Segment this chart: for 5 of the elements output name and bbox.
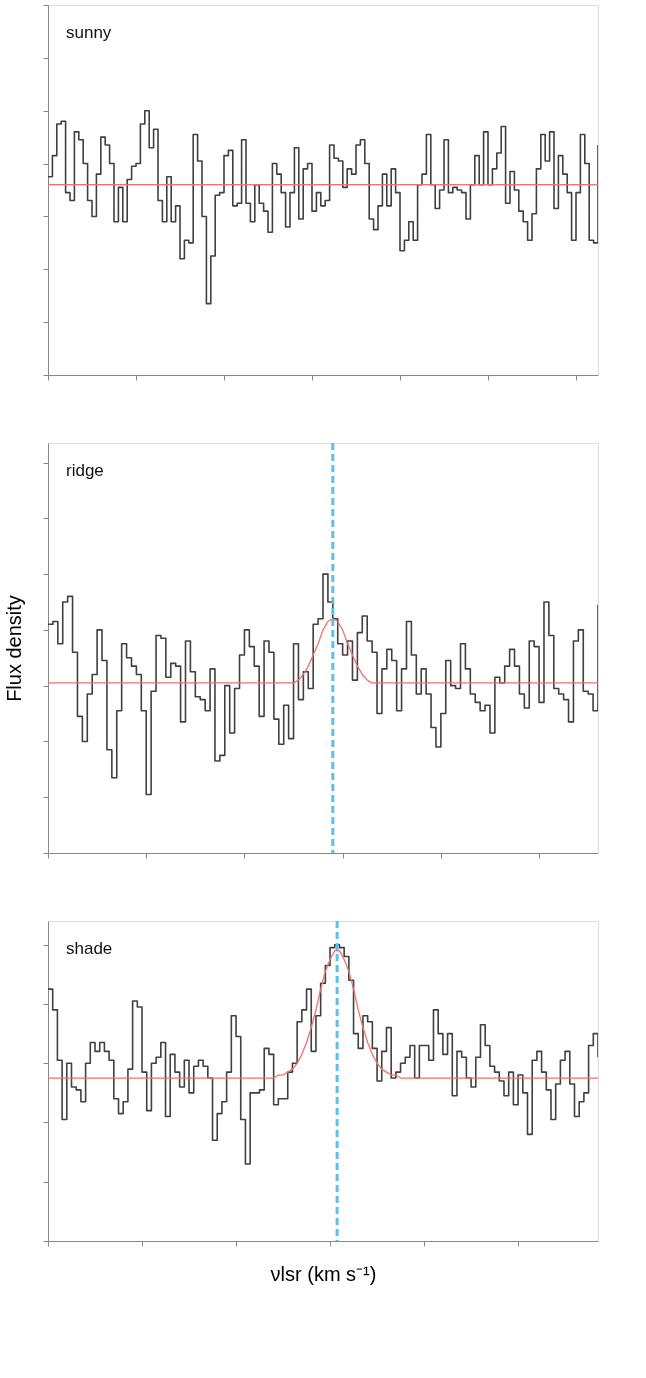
y-axis-title: Flux density (3, 595, 25, 702)
text: sunny (66, 23, 112, 42)
x-axis-title: νlsr (km s⁻¹) (270, 1263, 377, 1285)
annotation: shade (66, 939, 113, 958)
text: ridge (66, 461, 104, 480)
